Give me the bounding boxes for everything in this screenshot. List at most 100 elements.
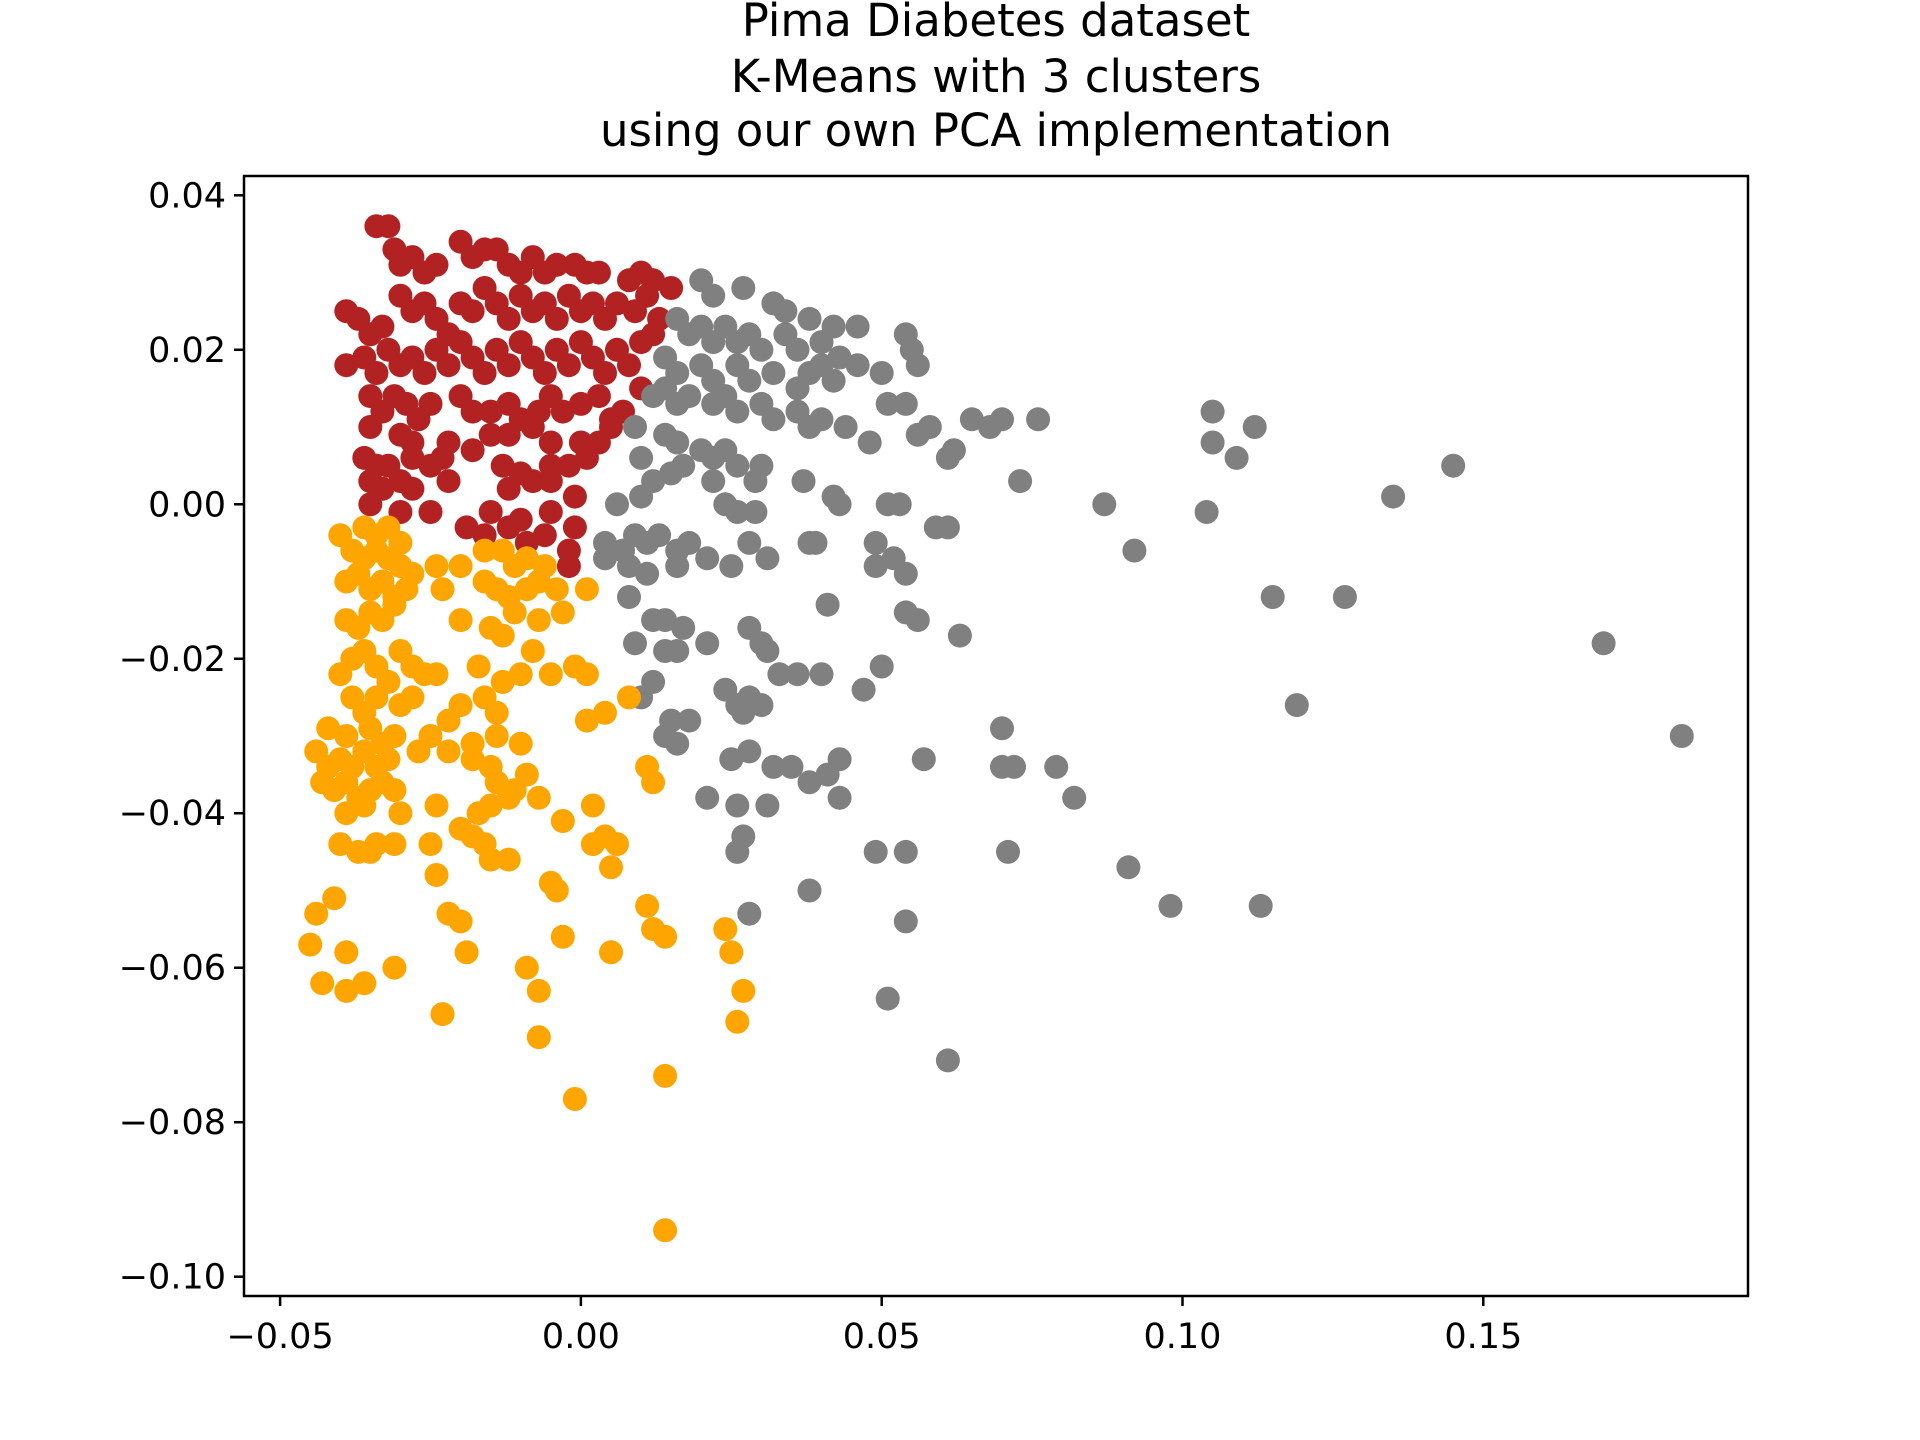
data-point: [749, 337, 774, 362]
data-point: [1260, 585, 1285, 609]
data-point: [593, 361, 617, 385]
data-point: [352, 793, 377, 818]
data-point: [791, 469, 816, 494]
data-point: [508, 662, 533, 687]
data-point: [424, 554, 449, 579]
data-point: [815, 592, 840, 617]
data-point: [905, 608, 930, 633]
data-point: [490, 453, 515, 478]
data-point: [996, 839, 1020, 864]
data-point: [761, 754, 786, 779]
series-1: [593, 268, 1694, 1073]
data-point: [496, 785, 521, 810]
data-point: [400, 476, 425, 501]
data-point: [725, 399, 750, 424]
data-point: [617, 685, 641, 710]
data-point: [1002, 754, 1026, 779]
data-point: [875, 391, 900, 416]
data-point: [797, 770, 822, 795]
data-point: [496, 847, 521, 872]
data-point: [544, 878, 569, 903]
data-point: [755, 546, 780, 571]
data-point: [562, 1087, 587, 1111]
data-point: [556, 453, 581, 478]
data-point: [520, 639, 545, 663]
data-point: [382, 778, 407, 803]
chart-title-line-2: K-Means with 3 clusters: [731, 50, 1262, 103]
data-point: [1200, 430, 1225, 455]
data-point: [550, 399, 575, 424]
data-point: [827, 345, 852, 370]
y-tick-label: −0.02: [119, 640, 226, 680]
data-point: [1116, 855, 1141, 880]
data-point: [809, 330, 834, 355]
data-point: [460, 299, 485, 324]
data-point: [382, 724, 407, 748]
data-point: [556, 554, 581, 579]
data-point: [460, 399, 485, 424]
data-point: [755, 793, 780, 818]
data-point: [334, 978, 359, 1003]
data-point: [1026, 407, 1051, 432]
data-point: [821, 368, 846, 393]
data-point: [605, 832, 629, 857]
data-point: [1062, 785, 1087, 810]
data-point: [538, 662, 563, 687]
data-point: [586, 384, 611, 409]
data-point: [400, 445, 425, 470]
data-point: [484, 700, 509, 725]
data-point: [472, 361, 497, 385]
data-point: [659, 276, 684, 300]
data-point: [1044, 754, 1069, 779]
data-point: [719, 940, 744, 965]
data-point: [538, 430, 563, 455]
data-point: [665, 639, 690, 663]
data-point: [779, 754, 804, 779]
data-point: [695, 546, 720, 571]
data-point: [364, 832, 389, 857]
data-point: [641, 322, 666, 347]
x-tick-label: 0.00: [542, 1317, 620, 1357]
data-point: [863, 839, 888, 864]
data-point: [1224, 445, 1249, 470]
chart-title-line-1: Pima Diabetes dataset: [742, 0, 1251, 47]
data-point: [460, 438, 485, 463]
data-point: [617, 353, 641, 378]
data-point: [623, 415, 647, 439]
data-point: [334, 724, 359, 748]
data-point: [424, 793, 449, 818]
data-point: [400, 685, 425, 710]
data-point: [448, 909, 473, 934]
data-point: [593, 546, 617, 571]
x-tick-label: 0.05: [843, 1317, 921, 1357]
data-point: [334, 940, 359, 965]
data-point: [550, 924, 575, 949]
data-point: [520, 415, 545, 439]
data-point: [725, 839, 750, 864]
y-tick-label: −0.06: [119, 949, 226, 989]
data-point: [905, 353, 930, 378]
data-point: [593, 700, 617, 725]
data-point: [478, 399, 503, 424]
data-point: [376, 747, 401, 772]
data-point: [731, 700, 756, 725]
data-point: [893, 561, 918, 586]
data-point: [629, 484, 654, 509]
data-point: [767, 662, 792, 687]
data-point: [376, 214, 401, 239]
data-point: [418, 500, 443, 524]
data-point: [653, 1063, 678, 1088]
data-point: [550, 600, 575, 625]
y-tick-label: −0.08: [119, 1103, 226, 1143]
data-point: [713, 917, 738, 942]
data-point: [574, 577, 599, 602]
data-point: [304, 901, 329, 926]
data-point: [328, 832, 353, 857]
data-point: [514, 955, 539, 980]
data-point: [845, 353, 870, 378]
data-point: [665, 731, 690, 756]
data-point: [496, 353, 521, 378]
data-point: [851, 677, 876, 702]
data-point: [1194, 500, 1219, 524]
data-point: [532, 361, 557, 385]
